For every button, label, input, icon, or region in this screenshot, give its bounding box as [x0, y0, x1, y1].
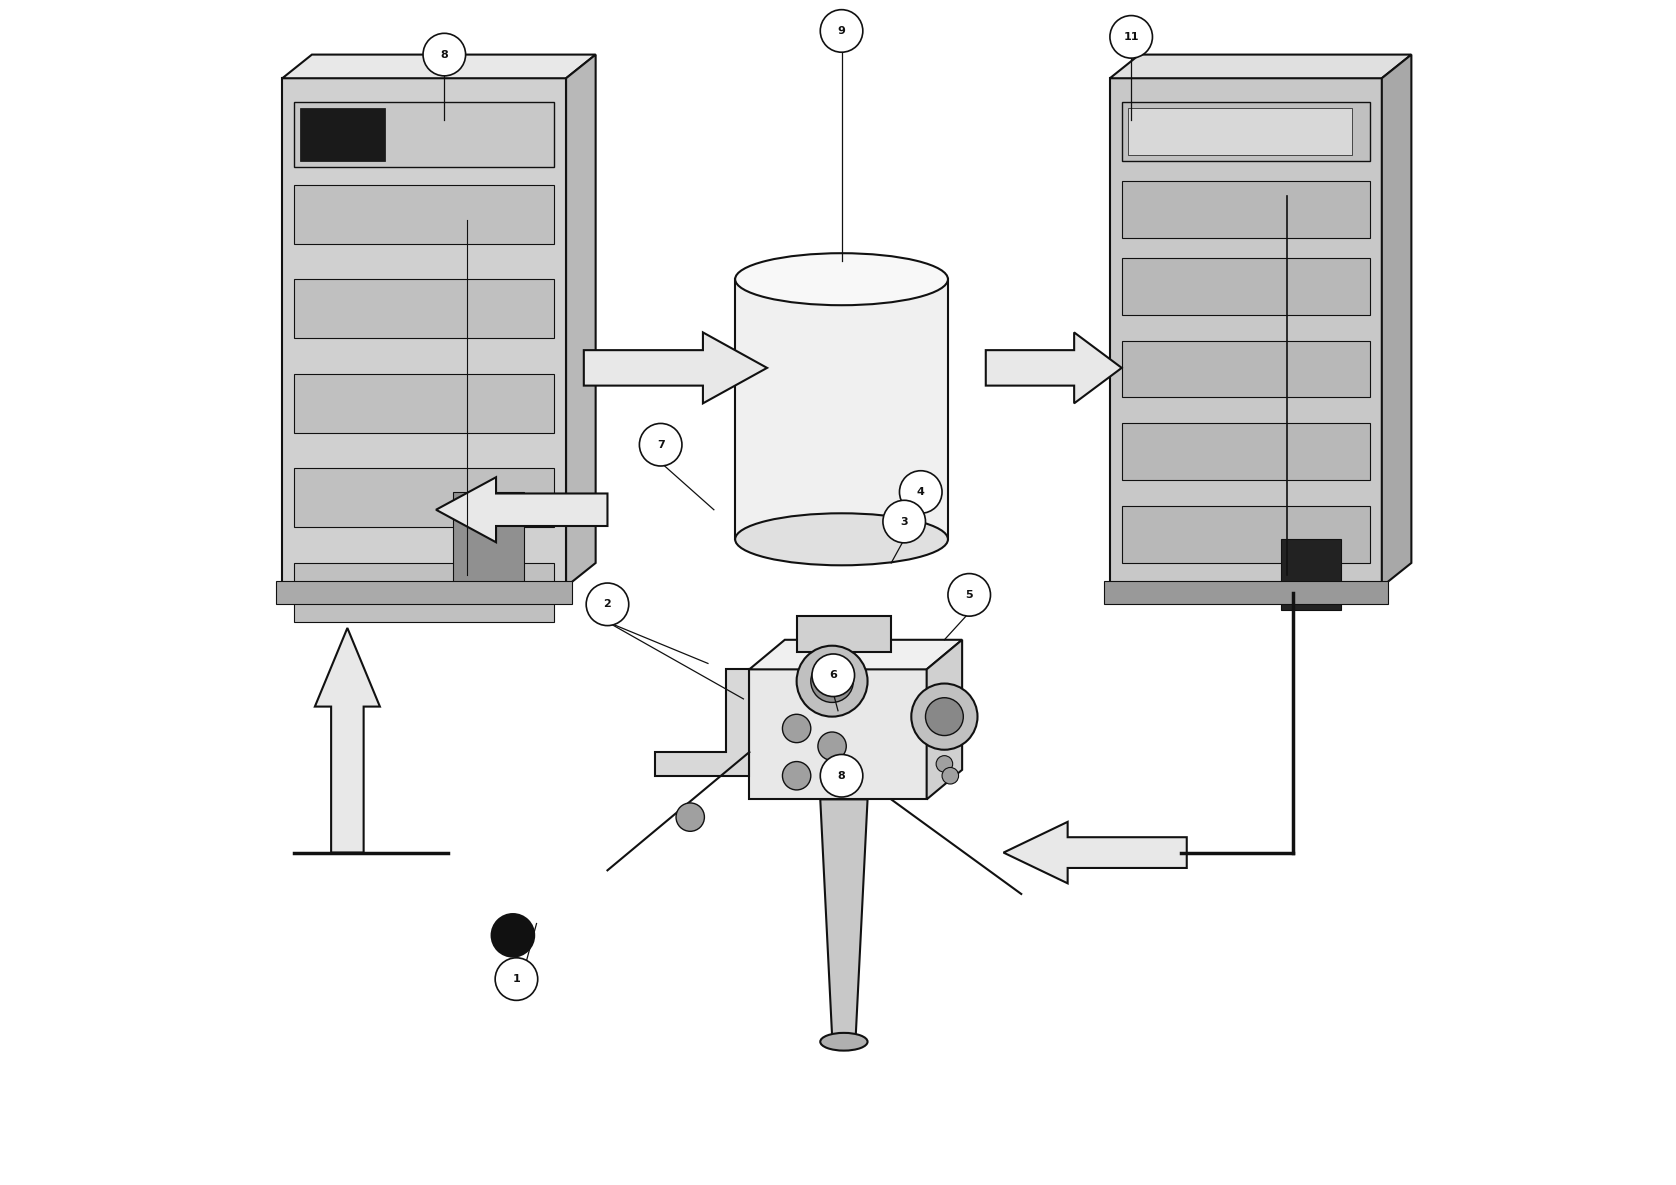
FancyBboxPatch shape	[1104, 581, 1388, 604]
FancyBboxPatch shape	[282, 78, 566, 587]
Circle shape	[675, 803, 704, 832]
Text: 6: 6	[830, 671, 838, 680]
Polygon shape	[749, 670, 927, 800]
FancyBboxPatch shape	[295, 373, 555, 433]
FancyBboxPatch shape	[1128, 108, 1353, 155]
Circle shape	[900, 470, 942, 513]
Polygon shape	[796, 616, 892, 652]
Polygon shape	[1381, 55, 1411, 587]
Circle shape	[820, 9, 863, 52]
FancyBboxPatch shape	[1121, 102, 1369, 161]
Text: 9: 9	[838, 26, 845, 36]
Circle shape	[820, 755, 863, 798]
Circle shape	[942, 768, 959, 784]
Circle shape	[912, 684, 977, 750]
Text: 5: 5	[965, 590, 974, 600]
Circle shape	[883, 500, 925, 543]
FancyBboxPatch shape	[1121, 181, 1369, 238]
FancyBboxPatch shape	[453, 492, 523, 587]
FancyBboxPatch shape	[295, 102, 555, 167]
Ellipse shape	[736, 254, 949, 306]
Polygon shape	[820, 800, 868, 1036]
Polygon shape	[315, 628, 380, 852]
FancyBboxPatch shape	[1280, 539, 1341, 610]
Polygon shape	[436, 478, 607, 543]
Circle shape	[587, 583, 628, 626]
FancyBboxPatch shape	[1121, 340, 1369, 397]
Polygon shape	[749, 640, 962, 670]
Text: 11: 11	[1123, 32, 1140, 41]
Circle shape	[796, 646, 868, 717]
FancyBboxPatch shape	[295, 185, 555, 244]
Circle shape	[1110, 15, 1153, 58]
Text: 2: 2	[603, 600, 612, 609]
Polygon shape	[282, 55, 595, 78]
Polygon shape	[1110, 55, 1411, 78]
Polygon shape	[1004, 822, 1187, 883]
Text: 7: 7	[657, 440, 665, 450]
FancyBboxPatch shape	[1121, 506, 1369, 563]
Circle shape	[925, 698, 964, 736]
FancyBboxPatch shape	[1121, 423, 1369, 480]
Ellipse shape	[736, 513, 949, 565]
Circle shape	[783, 762, 811, 790]
FancyBboxPatch shape	[295, 563, 555, 622]
Circle shape	[937, 756, 952, 773]
Circle shape	[811, 660, 853, 703]
Text: 8: 8	[838, 770, 845, 781]
Circle shape	[783, 715, 811, 743]
Circle shape	[949, 574, 991, 616]
Polygon shape	[985, 333, 1121, 403]
Ellipse shape	[820, 1033, 868, 1051]
FancyBboxPatch shape	[295, 468, 555, 527]
Circle shape	[811, 654, 855, 697]
Polygon shape	[655, 670, 749, 776]
Circle shape	[422, 33, 466, 76]
Circle shape	[494, 957, 538, 1000]
FancyBboxPatch shape	[300, 108, 385, 161]
FancyBboxPatch shape	[277, 581, 572, 604]
Polygon shape	[583, 333, 768, 403]
Text: 3: 3	[900, 517, 908, 526]
Circle shape	[818, 732, 846, 761]
Text: 1: 1	[513, 974, 520, 984]
Text: 4: 4	[917, 487, 925, 497]
Text: 8: 8	[441, 50, 447, 59]
Polygon shape	[927, 640, 962, 800]
Polygon shape	[566, 55, 595, 587]
Circle shape	[639, 423, 682, 466]
FancyBboxPatch shape	[1110, 78, 1381, 587]
FancyBboxPatch shape	[1121, 258, 1369, 315]
FancyBboxPatch shape	[295, 280, 555, 339]
FancyBboxPatch shape	[736, 280, 949, 539]
Circle shape	[491, 914, 535, 956]
